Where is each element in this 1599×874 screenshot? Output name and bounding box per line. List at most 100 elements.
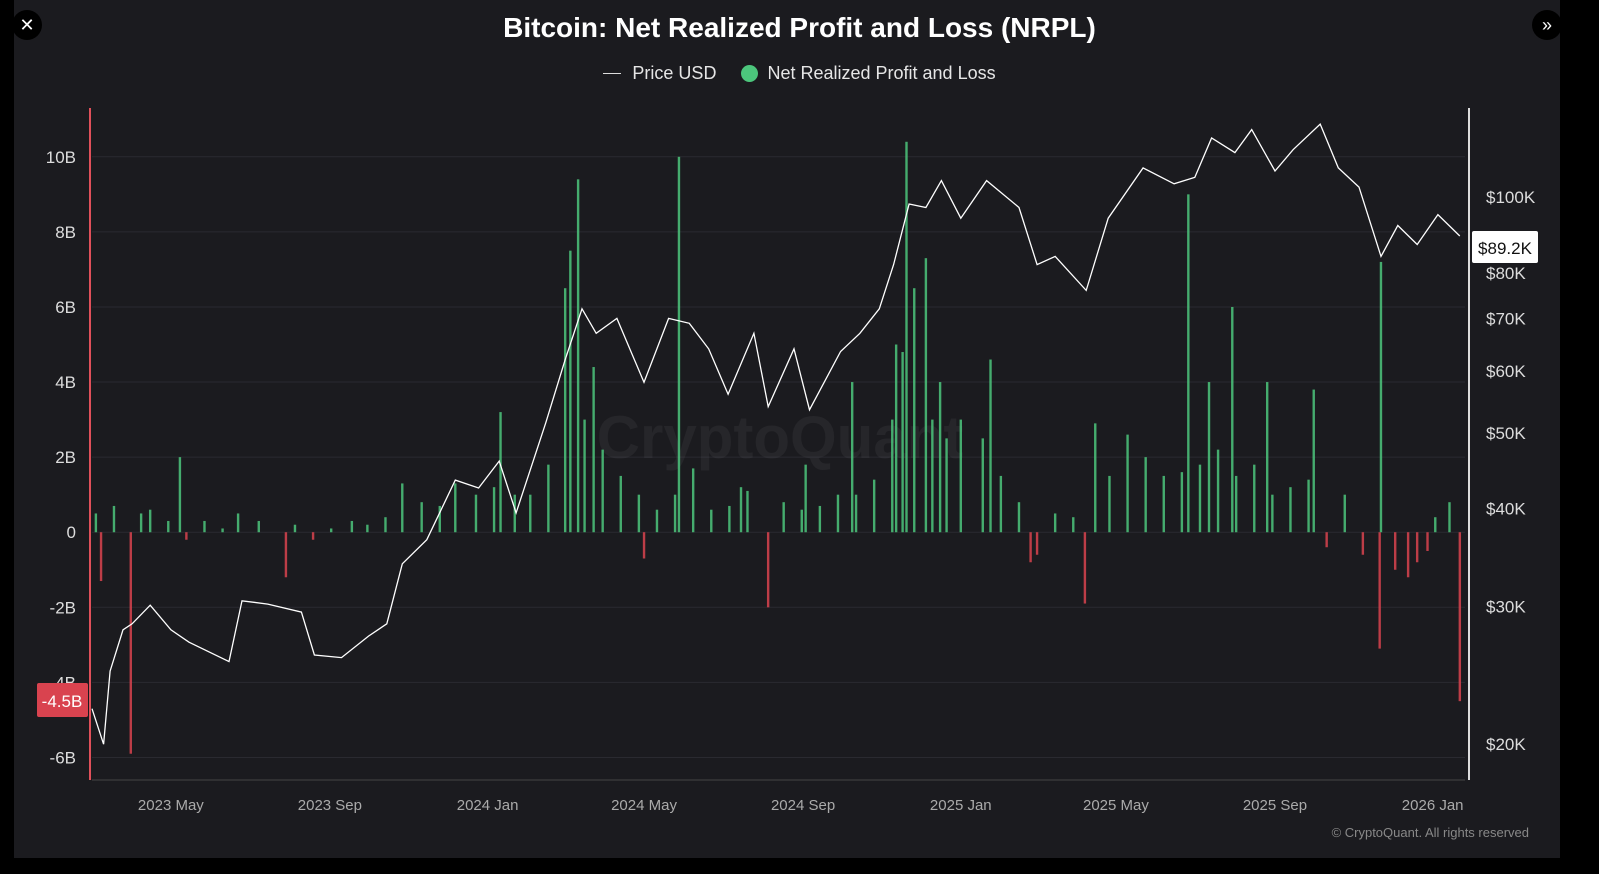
nrpl-bar xyxy=(592,367,595,533)
copyright: © CryptoQuant. All rights reserved xyxy=(1331,825,1529,840)
chevron-double-right-icon: » xyxy=(1541,14,1552,35)
nrpl-bar xyxy=(739,487,743,533)
x-tick-label: 2024 Jan xyxy=(457,797,519,814)
nrpl-bar xyxy=(148,509,152,533)
nrpl-bar xyxy=(236,513,240,533)
nrpl-current-value: -4.5B xyxy=(42,692,83,711)
x-tick-label: 2026 Jan xyxy=(1402,797,1464,814)
nrpl-bar xyxy=(1378,532,1381,649)
nrpl-bar xyxy=(474,494,478,533)
left-tick-label: 0 xyxy=(67,523,76,542)
nrpl-bar xyxy=(1361,532,1365,555)
nrpl-bar xyxy=(981,438,984,533)
legend: Price USD Net Realized Profit and Loss xyxy=(0,62,1599,84)
left-tick-label: 8B xyxy=(55,223,76,242)
nrpl-bar xyxy=(1108,475,1111,533)
nrpl-bar xyxy=(1053,513,1057,533)
nrpl-bar xyxy=(454,483,457,533)
nrpl-bar xyxy=(894,344,898,533)
x-tick-label: 2024 Sep xyxy=(771,797,835,814)
nrpl-bar xyxy=(1379,261,1383,533)
nrpl-bar xyxy=(1144,457,1147,533)
nrpl-bar xyxy=(513,494,516,533)
nrpl-bar xyxy=(728,505,731,533)
nrpl-bar xyxy=(989,359,992,533)
nrpl-bar xyxy=(1271,494,1274,533)
nrpl-bar xyxy=(913,288,916,533)
nrpl-bar xyxy=(1234,475,1238,533)
nrpl-bar xyxy=(691,468,695,533)
legend-nrpl-dot-icon xyxy=(741,64,759,82)
left-tick-label: -2B xyxy=(50,598,76,617)
nrpl-bar xyxy=(673,494,677,533)
nrpl-bar xyxy=(601,449,604,533)
nrpl-bar xyxy=(782,502,785,533)
price-current-value: $89.2K xyxy=(1478,239,1533,258)
nrpl-bar xyxy=(1343,494,1346,533)
x-tick-label: 2025 Jan xyxy=(930,797,992,814)
x-tick-label: 2025 Sep xyxy=(1243,797,1307,814)
nrpl-bar xyxy=(818,505,822,533)
nrpl-bar xyxy=(99,532,103,582)
nrpl-bar xyxy=(1307,479,1310,533)
left-tick-label: 4B xyxy=(55,373,76,392)
nrpl-bar xyxy=(1393,532,1397,570)
right-tick-label: $50K xyxy=(1486,424,1526,443)
nrpl-bar xyxy=(1198,464,1202,533)
price-line xyxy=(91,122,1461,745)
nrpl-bar xyxy=(1434,517,1437,533)
nrpl-bar xyxy=(583,419,586,533)
nrpl-bar xyxy=(401,483,404,533)
nrpl-bar xyxy=(710,509,713,533)
nrpl-bar xyxy=(576,179,580,533)
right-tick-label: $40K xyxy=(1486,500,1526,519)
nrpl-bar xyxy=(1458,532,1462,702)
nrpl-bar xyxy=(563,288,567,533)
nrpl-bar xyxy=(492,487,496,533)
nrpl-bar xyxy=(438,505,441,533)
nrpl-bar xyxy=(1180,472,1184,533)
close-icon: ✕ xyxy=(19,14,35,35)
left-tick-label: -6B xyxy=(50,748,76,767)
nrpl-bar xyxy=(800,509,803,533)
left-tick-label: 6B xyxy=(55,298,76,317)
nrpl-bar xyxy=(766,532,770,608)
legend-nrpl-label[interactable]: Net Realized Profit and Loss xyxy=(767,62,996,83)
nrpl-bar xyxy=(350,520,354,533)
nrpl-bar xyxy=(1187,194,1190,533)
nrpl-bar xyxy=(1126,434,1129,533)
nrpl-bar xyxy=(945,438,948,533)
nrpl-bar xyxy=(999,475,1003,533)
legend-price-line-icon xyxy=(603,72,622,74)
nrpl-bar xyxy=(938,382,942,533)
nrpl-bar xyxy=(854,494,858,533)
nrpl-bar xyxy=(203,520,206,533)
nrpl-bar xyxy=(178,457,182,533)
nrpl-bar xyxy=(1083,532,1087,604)
expand-button[interactable]: » xyxy=(1532,10,1562,40)
nrpl-bar xyxy=(94,513,98,533)
right-tick-label: $60K xyxy=(1486,362,1526,381)
close-button[interactable]: ✕ xyxy=(12,10,42,40)
nrpl-bar xyxy=(1415,532,1419,563)
price-current-badge xyxy=(1472,231,1538,263)
nrpl-bar xyxy=(1162,475,1165,533)
nrpl-bar xyxy=(891,419,894,533)
nrpl-bar xyxy=(850,382,854,533)
legend-price-label[interactable]: Price USD xyxy=(632,62,717,83)
left-tick-label: 2B xyxy=(55,448,76,467)
nrpl-bar xyxy=(366,524,369,533)
watermark: CryptoQuant xyxy=(597,404,964,471)
nrpl-bar xyxy=(1448,502,1451,533)
nrpl-bar xyxy=(1231,306,1234,533)
nrpl-bar xyxy=(746,490,749,533)
right-tick-label: $80K xyxy=(1486,264,1526,283)
nrpl-bar xyxy=(1325,532,1328,548)
nrpl-bar xyxy=(655,509,659,533)
nrpl-bar xyxy=(139,513,143,533)
nrpl-bar xyxy=(1216,449,1220,533)
right-tick-label: $100K xyxy=(1486,188,1536,207)
nrpl-bar xyxy=(1035,532,1039,555)
nrpl-bar xyxy=(642,532,646,559)
